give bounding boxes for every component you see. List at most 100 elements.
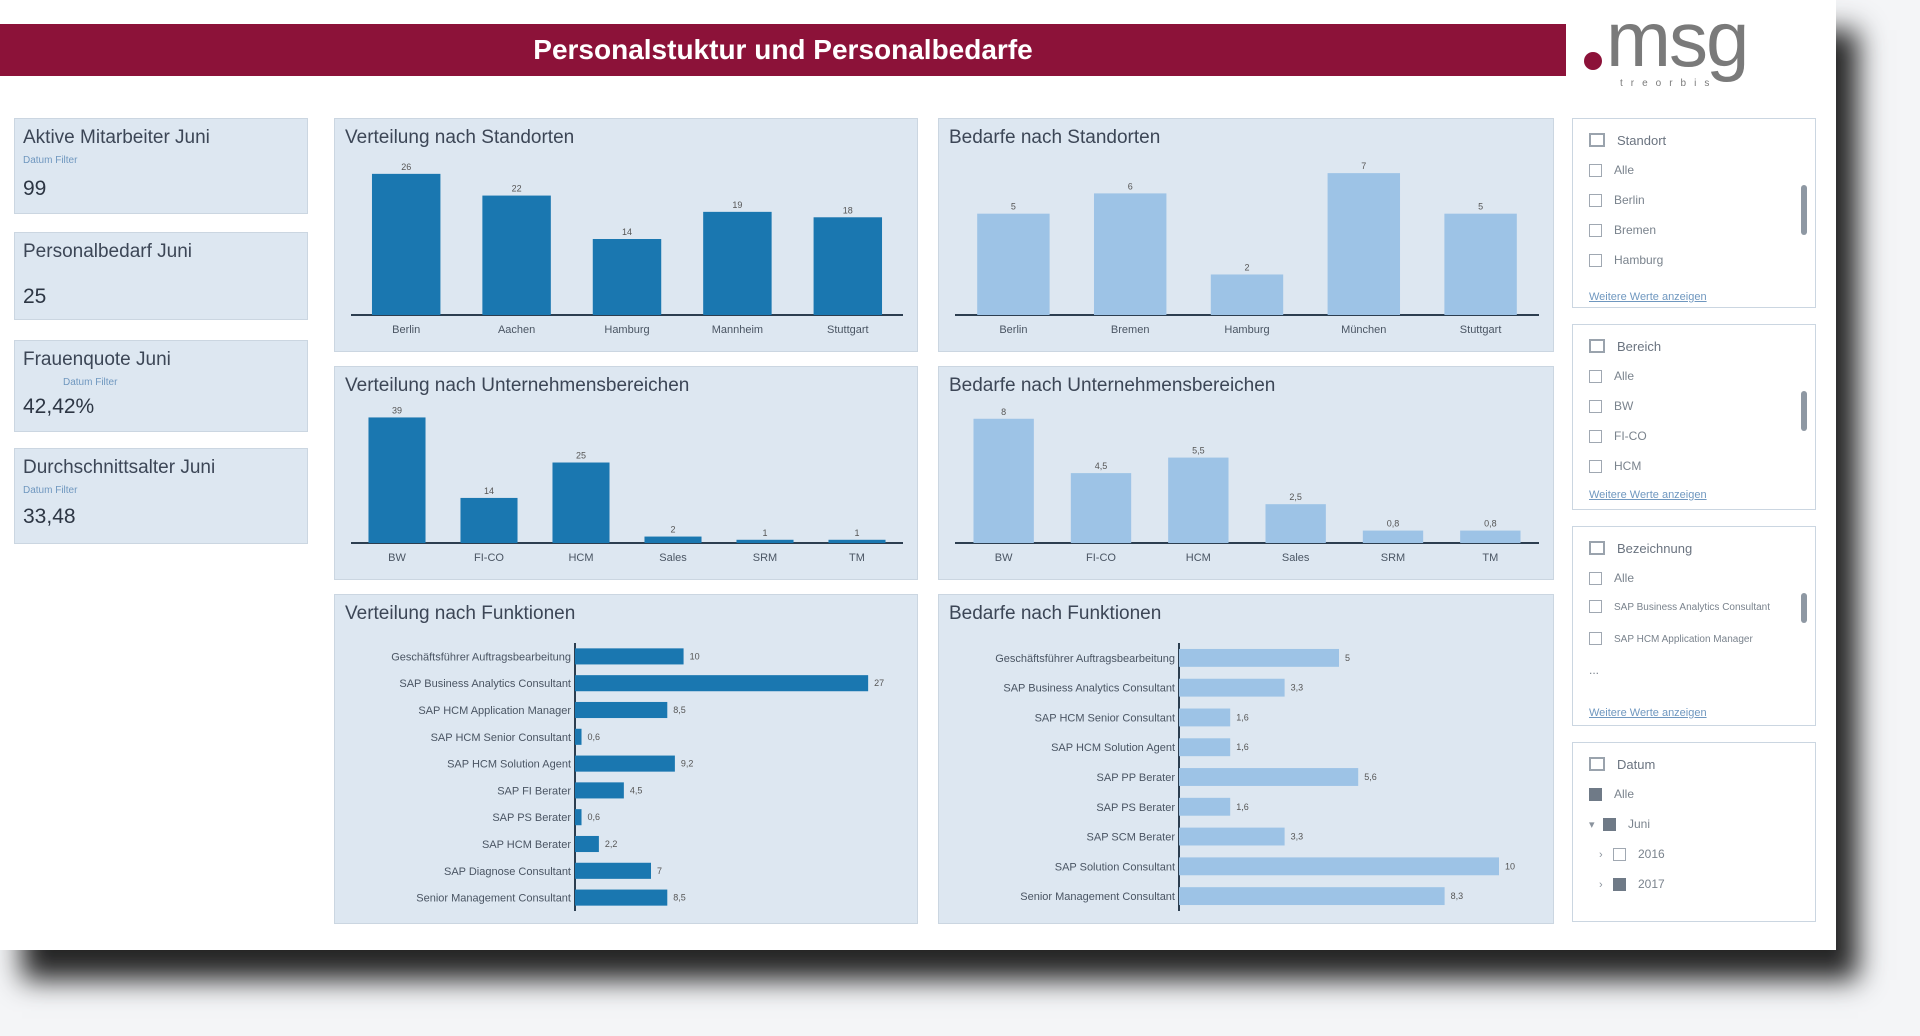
bar	[575, 809, 582, 826]
slicer-item[interactable]: Bremen	[1589, 223, 1656, 241]
checkbox[interactable]	[1589, 430, 1602, 444]
data-label: 5,6	[1364, 772, 1377, 782]
data-label: 14	[484, 486, 494, 496]
checkbox[interactable]	[1589, 460, 1602, 474]
slicer-item[interactable]: ...	[1589, 663, 1599, 681]
panel-verteilung-bereiche[interactable]: Verteilung nach Unternehmensbereichen 39…	[334, 366, 918, 580]
slicer-item[interactable]: BW	[1589, 399, 1633, 417]
slicer-item[interactable]: › 2016	[1599, 847, 1665, 865]
bar	[1362, 530, 1424, 543]
bar	[552, 462, 610, 543]
slicer-bezeichnung[interactable]: Bezeichnung Alle SAP Business Analytics …	[1572, 526, 1816, 726]
slicer-item[interactable]: Alle	[1589, 571, 1634, 589]
data-label: 0,6	[588, 732, 601, 742]
slicer-icon	[1589, 339, 1605, 353]
slicer-item[interactable]: Berlin	[1589, 193, 1645, 211]
panel-verteilung-funktionen[interactable]: Verteilung nach Funktionen 10 Geschäftsfü…	[334, 594, 918, 924]
checkbox[interactable]	[1603, 818, 1616, 832]
checkbox[interactable]	[1589, 254, 1602, 268]
bar	[575, 755, 675, 772]
expand-icon[interactable]: ›	[1599, 879, 1603, 891]
data-label: 2,2	[605, 839, 618, 849]
y-tick-label: SAP Diagnose Consultant	[444, 866, 571, 878]
data-label: 4,5	[1095, 461, 1108, 471]
slicer-bereich[interactable]: Bereich Alle BW FI-CO HCM Weitere Werte …	[1572, 324, 1816, 510]
slicer-item[interactable]: Alle	[1589, 787, 1634, 805]
bar	[828, 539, 886, 543]
expand-icon[interactable]: ›	[1599, 849, 1603, 861]
slicer-item[interactable]: SAP Business Analytics Consultant	[1589, 599, 1770, 617]
bar	[1168, 457, 1229, 543]
bar	[482, 195, 551, 315]
slicer-title: Standort	[1617, 133, 1667, 148]
y-tick-label: Geschäftsführer Auftragsbearbeitung	[391, 651, 571, 663]
data-label: 7	[1361, 161, 1366, 171]
slicer-item[interactable]: Hamburg	[1589, 253, 1663, 271]
scrollbar[interactable]	[1801, 593, 1807, 623]
slicer-datum[interactable]: Datum Alle ▾ Juni › 2016 › 2017	[1572, 742, 1816, 922]
bar	[736, 539, 794, 543]
slicer-item[interactable]: FI-CO	[1589, 429, 1647, 447]
checkbox[interactable]	[1589, 400, 1602, 414]
checkbox[interactable]	[1589, 572, 1602, 586]
bar	[1179, 648, 1339, 667]
checkbox[interactable]	[1589, 632, 1602, 646]
slicer-item[interactable]: Alle	[1589, 369, 1634, 387]
slicer-item[interactable]: ▾ Juni	[1589, 817, 1650, 835]
slicer-item[interactable]: › 2017	[1599, 877, 1665, 895]
x-tick-label: Berlin	[999, 324, 1027, 336]
kpi-filter: Datum Filter	[23, 485, 78, 496]
bar	[368, 417, 426, 543]
checkbox[interactable]	[1589, 224, 1602, 238]
scrollbar[interactable]	[1801, 391, 1807, 431]
slicer-item[interactable]: HCM	[1589, 459, 1641, 477]
data-label: 10	[690, 651, 700, 661]
data-label: 1	[854, 528, 859, 538]
x-tick-label: TM	[849, 552, 865, 564]
slicer-item[interactable]: Alle	[1589, 163, 1634, 181]
slicer-title: Datum	[1617, 757, 1656, 772]
x-tick-label: München	[1341, 324, 1386, 336]
data-label: 1,6	[1236, 742, 1249, 752]
show-more-link[interactable]: Weitere Werte anzeigen	[1589, 291, 1707, 303]
x-tick-label: Bremen	[1111, 324, 1150, 336]
slicer-item-label: Berlin	[1614, 193, 1645, 207]
checkbox[interactable]	[1589, 370, 1602, 384]
panel-bedarfe-bereiche[interactable]: Bedarfe nach Unternehmensbereichen 8 BW 4,…	[938, 366, 1554, 580]
data-label: 2	[670, 525, 675, 535]
data-label: 5	[1011, 202, 1016, 212]
y-tick-label: SAP HCM Berater	[482, 839, 571, 851]
panel-bedarfe-standorte[interactable]: Bedarfe nach Standorten 5 Berlin 6 Bremen 2 H…	[938, 118, 1554, 352]
kpi-title: Frauenquote Juni	[23, 349, 171, 370]
y-tick-label: Geschäftsführer Auftragsbearbeitung	[995, 653, 1175, 665]
kpi-card-durchschnittsalter[interactable]: Durchschnittsalter Juni Datum Filter 33,…	[14, 448, 308, 544]
show-more-link[interactable]: Weitere Werte anzeigen	[1589, 489, 1707, 501]
checkbox[interactable]	[1589, 600, 1602, 614]
bar	[1179, 678, 1285, 697]
y-tick-label: SAP PS Berater	[1096, 802, 1175, 814]
checkbox[interactable]	[1613, 848, 1626, 862]
data-label: 9,2	[681, 759, 694, 769]
bar	[575, 862, 651, 879]
show-more-link[interactable]: Weitere Werte anzeigen	[1589, 707, 1707, 719]
x-tick-label: Berlin	[392, 324, 420, 336]
x-tick-label: FI-CO	[474, 552, 504, 564]
kpi-card-aktive-mitarbeiter[interactable]: Aktive Mitarbeiter Juni Datum Filter 99	[14, 118, 308, 214]
slicer-standort[interactable]: Standort Alle Berlin Bremen Hamburg Weit…	[1572, 118, 1816, 308]
kpi-value: 25	[23, 285, 47, 308]
checkbox[interactable]	[1589, 194, 1602, 208]
checkbox[interactable]	[1589, 164, 1602, 178]
kpi-card-frauenquote[interactable]: Frauenquote Juni Datum Filter 42,42%	[14, 340, 308, 432]
x-tick-label: HCM	[568, 552, 593, 564]
checkbox[interactable]	[1613, 878, 1626, 892]
slicer-item[interactable]: SAP HCM Application Manager	[1589, 631, 1753, 649]
kpi-filter: Datum Filter	[23, 155, 78, 166]
checkbox[interactable]	[1589, 788, 1602, 802]
panel-bedarfe-funktionen[interactable]: Bedarfe nach Funktionen 5 Geschäftsführer…	[938, 594, 1554, 924]
scrollbar[interactable]	[1801, 185, 1807, 235]
data-label: 25	[576, 451, 586, 461]
panel-verteilung-standorte[interactable]: Verteilung nach Standorten 26 Berlin 22 Aac…	[334, 118, 918, 352]
bar	[1179, 708, 1231, 727]
kpi-card-personalbedarf[interactable]: Personalbedarf Juni 25	[14, 232, 308, 320]
expand-icon[interactable]: ▾	[1589, 819, 1595, 831]
